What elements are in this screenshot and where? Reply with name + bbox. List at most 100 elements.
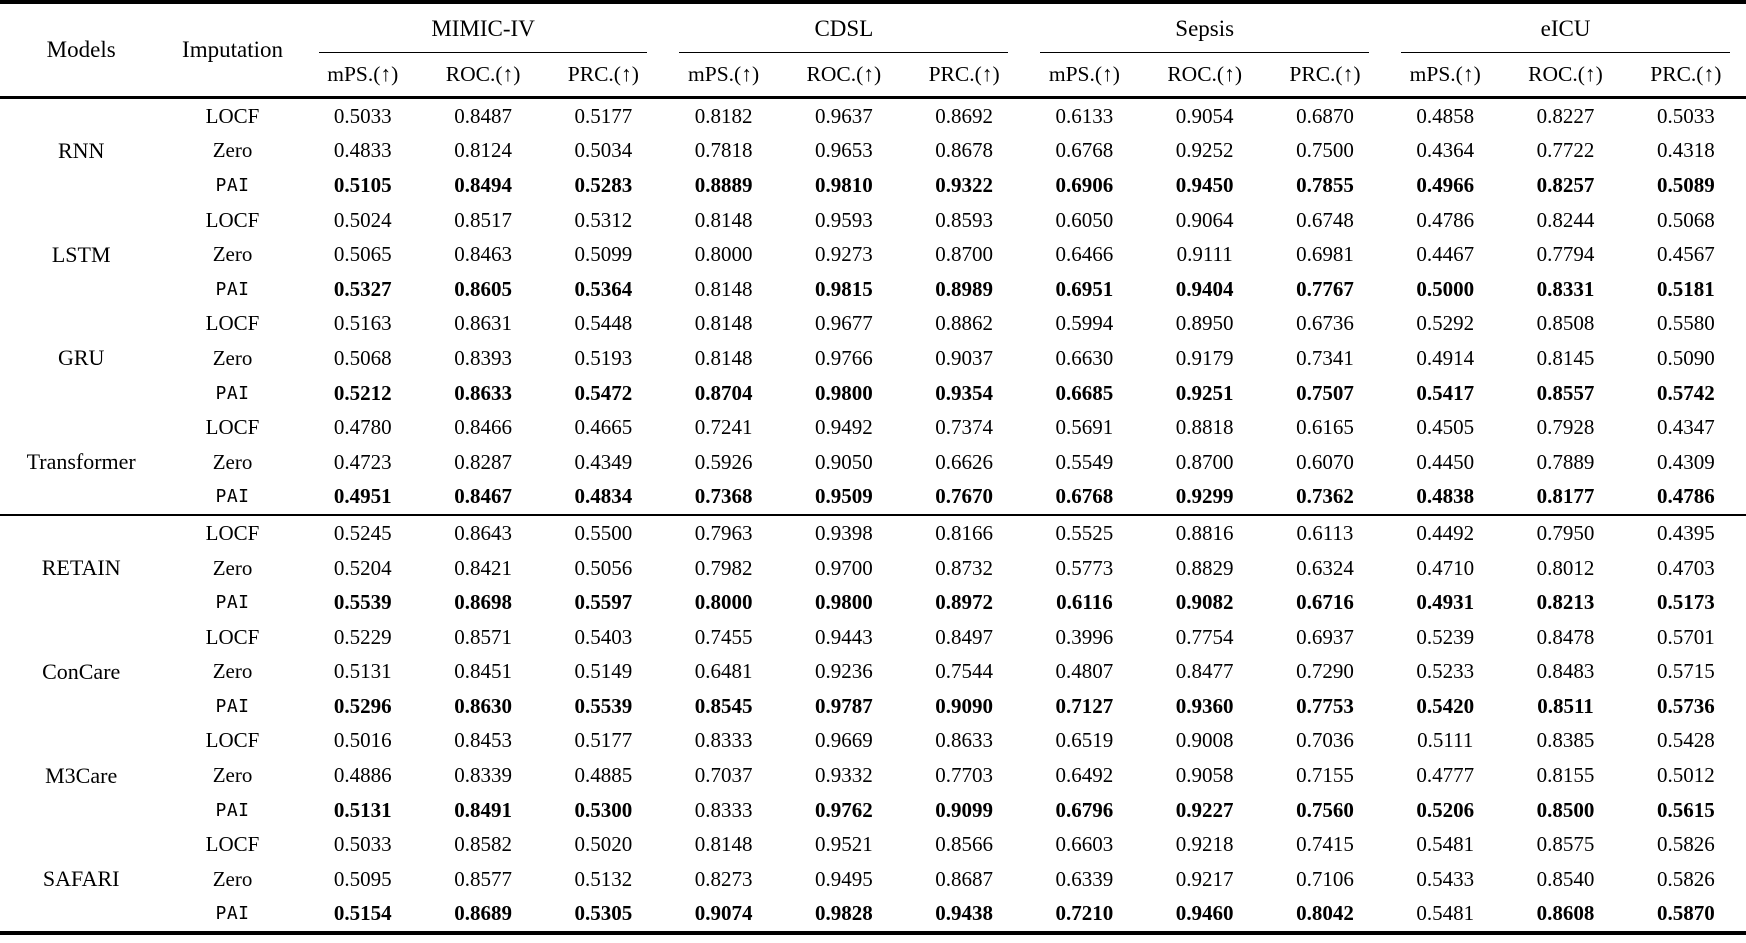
metric-value-cell: 0.9054: [1175, 103, 1234, 128]
metric-value-cell: 0.5206: [1416, 797, 1475, 822]
metric-value-cell: 0.5099: [574, 242, 633, 267]
model-name: ConCare: [42, 658, 121, 684]
metric-value-cell: 0.5580: [1656, 311, 1715, 336]
metric-value-cell: 0.4885: [574, 763, 633, 788]
model-name: SAFARI: [42, 866, 120, 892]
metric-value-cell: 0.7341: [1296, 345, 1354, 370]
metric-value-cell: 0.7963: [694, 520, 753, 545]
metric-value-cell: 0.5154: [333, 901, 392, 926]
metric-value-cell: 0.5773: [1055, 555, 1114, 580]
imputation-label: Zero: [212, 555, 253, 580]
table-row: LOCF 0.5016 0.8453 0.5177 0.8333 0.9669 0.8633…: [0, 724, 1746, 759]
metric-value-cell: 0.4838: [1385, 479, 1506, 517]
metric-value-cell: 0.9800: [814, 590, 873, 615]
metric-header: ROC.(↑): [445, 62, 521, 86]
metric-value-cell: 0.8633: [935, 728, 994, 753]
metric-value-cell: 0.6165: [1296, 415, 1354, 440]
metric-value-cell: 0.4886: [333, 763, 392, 788]
metric-value-cell: 0.6906: [1055, 172, 1114, 197]
metric-value-cell: 0.5065: [333, 242, 392, 267]
metric-value-cell: 0.4505: [1416, 415, 1475, 440]
metric-value-cell: 0.4450: [1416, 449, 1475, 474]
metric-value-cell: 0.9332: [814, 763, 873, 788]
dataset-header-sepsis: Sepsis: [1024, 2, 1385, 53]
table-row: PAI 0.5105 0.8494 0.5283 0.8889 0.9810 0.9322 0…: [0, 168, 1746, 203]
metric-value-cell: 0.8643: [454, 520, 512, 545]
metric-value-cell: 0.8478: [1536, 624, 1595, 649]
metric-value-cell: 0.8494: [454, 172, 512, 197]
metric-header: mPS.(↑): [1048, 62, 1120, 86]
model-name-spacer: [0, 793, 162, 828]
metric-value-cell: 0.9360: [1175, 693, 1234, 718]
metric-header: mPS.(↑): [688, 62, 760, 86]
table-row: PAI 0.5327 0.8605 0.5364 0.8148 0.9815 0.8989 0…: [0, 272, 1746, 307]
metric-value-cell: 0.6685: [1055, 380, 1114, 405]
imputation-label: Zero: [212, 763, 253, 788]
metric-value-cell: 0.8582: [454, 832, 512, 857]
metric-value-cell: 0.8545: [694, 693, 753, 718]
table-row: LOCF 0.5163 0.8631 0.5448 0.8148 0.9677 0.8862…: [0, 307, 1746, 342]
metric-value-cell: 0.7455: [694, 624, 753, 649]
metric-value-cell: 0.8339: [454, 763, 512, 788]
metric-value-cell: 0.5826: [1656, 832, 1715, 857]
metric-value-cell: 0.8497: [935, 624, 994, 649]
imputation-label: LOCF: [205, 624, 260, 649]
dataset-header-eicu: eICU: [1385, 2, 1746, 53]
metric-value-cell: 0.9810: [814, 172, 873, 197]
metric-value-cell: 0.6113: [1296, 520, 1354, 545]
metric-value-cell: 0.8148: [694, 345, 753, 370]
metric-value-cell: 0.8487: [454, 103, 512, 128]
metric-value-cell: 0.8829: [1175, 555, 1234, 580]
metric-value-cell: 0.8257: [1536, 172, 1595, 197]
metric-value-cell: 0.7507: [1296, 380, 1354, 405]
metric-value-cell: 0.5364: [574, 276, 633, 301]
metric-value-cell: 0.7889: [1536, 449, 1595, 474]
metric-value-cell: 0.9074: [694, 901, 753, 926]
metric-value-cell: 0.6937: [1296, 624, 1354, 649]
imputation-label: PAI: [215, 799, 250, 821]
metric-value-cell: 0.9354: [935, 380, 994, 405]
model-name-spacer: [0, 479, 163, 517]
metric-value-cell: 0.9509: [783, 479, 904, 517]
metric-value-cell: 0.4309: [1656, 449, 1715, 474]
metric-value-cell: 0.5229: [333, 624, 392, 649]
metric-value-cell: 0.7368: [663, 479, 784, 517]
metric-value-cell: 0.4914: [1416, 345, 1475, 370]
metric-value-cell: 0.8385: [1536, 728, 1595, 753]
metric-value-cell: 0.8453: [454, 728, 512, 753]
metric-value-cell: 0.5428: [1656, 728, 1715, 753]
metric-value-cell: 0.5994: [1055, 311, 1114, 336]
metric-value-cell: 0.5068: [333, 345, 392, 370]
metric-value-cell: 0.9218: [1175, 832, 1234, 857]
metric-value-cell: 0.5742: [1656, 380, 1715, 405]
metric-value-cell: 0.4777: [1416, 763, 1475, 788]
table-row: M3Care Zero 0.4886 0.8339 0.4885 0.7037 0.9332…: [0, 758, 1746, 793]
metric-value-cell: 0.6768: [1024, 479, 1145, 517]
metric-value-cell: 0.9460: [1175, 901, 1234, 926]
metric-value-cell: 0.9653: [814, 138, 873, 163]
metric-value-cell: 0.5212: [333, 380, 392, 405]
table-row: RNN Zero 0.4833 0.8124 0.5034 0.7818 0.9653 0.8…: [0, 134, 1746, 169]
metric-value-cell: 0.8633: [454, 380, 512, 405]
imputation-label: PAI: [162, 479, 303, 517]
metric-value-cell: 0.8687: [935, 866, 994, 891]
metric-value-cell: 0.9828: [814, 901, 873, 926]
metric-value-cell: 0.4780: [333, 415, 392, 440]
metric-value-cell: 0.9398: [814, 520, 873, 545]
model-name-spacer: [0, 827, 162, 862]
metric-value-cell: 0.5327: [333, 276, 392, 301]
metric-value-cell: 0.4966: [1416, 172, 1475, 197]
metric-value-cell: 0.5305: [574, 901, 633, 926]
metric-header: PRC.(↑): [1289, 62, 1361, 86]
table-row: PAI 0.5296 0.8630 0.5539 0.8545 0.9787 0.9090 0…: [0, 689, 1746, 724]
metric-value-cell: 0.8700: [935, 242, 994, 267]
metric-value-cell: 0.7036: [1296, 728, 1354, 753]
metric-value-cell: 0.4723: [333, 449, 392, 474]
metric-header-row: mPS.(↑) ROC.(↑) PRC.(↑) mPS.(↑) ROC.(↑) PRC.(…: [0, 53, 1746, 98]
table-row: ConCare Zero 0.5131 0.8451 0.5149 0.6481 0.923…: [0, 655, 1746, 690]
model-name-spacer: [0, 515, 162, 551]
metric-value-cell: 0.5539: [333, 590, 392, 615]
metric-value-cell: 0.8333: [694, 728, 753, 753]
metric-value-cell: 0.6748: [1296, 207, 1354, 232]
metric-value-cell: 0.7818: [694, 138, 753, 163]
